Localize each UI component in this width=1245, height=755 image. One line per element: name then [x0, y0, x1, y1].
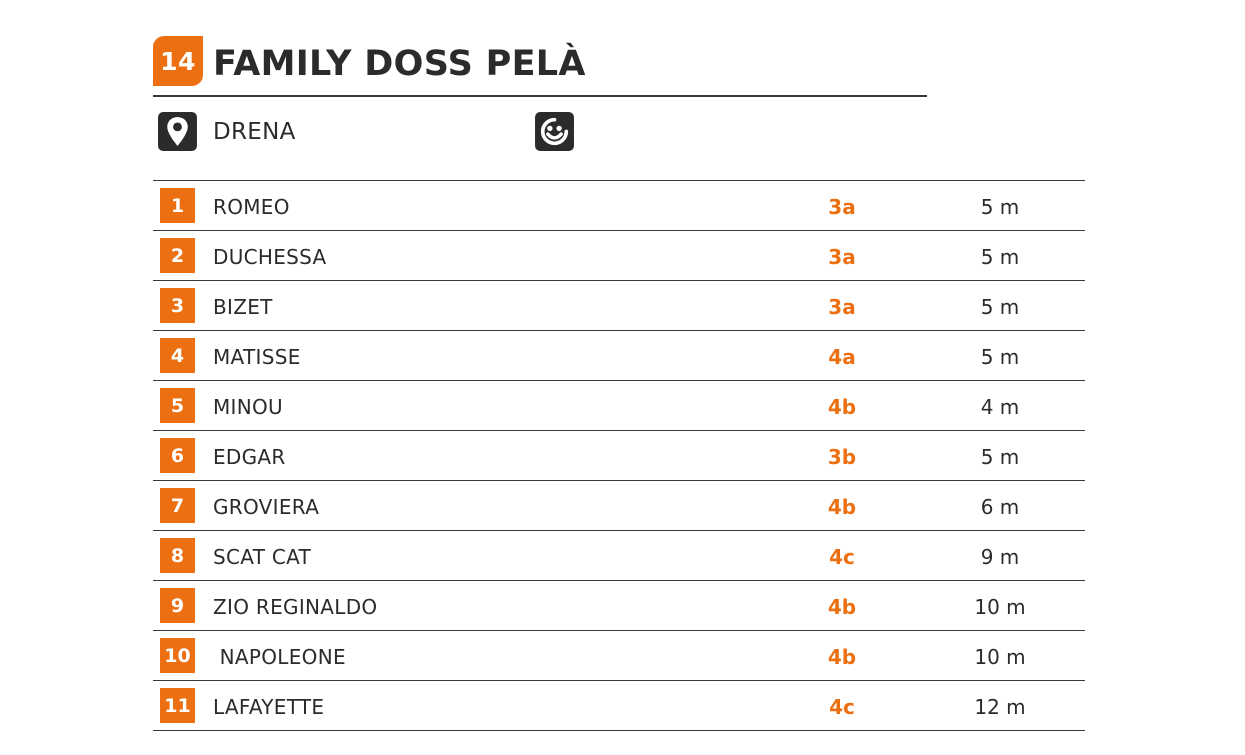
- location-label: DRENA: [213, 119, 296, 145]
- route-row: 3 BIZET 3a 5 m: [153, 281, 1085, 331]
- route-length: 5 m: [980, 345, 1020, 369]
- route-number-badge: 9: [160, 588, 195, 623]
- route-number-badge: 7: [160, 488, 195, 523]
- route-name: MINOU: [213, 395, 283, 419]
- route-length: 5 m: [980, 245, 1020, 269]
- title-divider: [153, 95, 927, 97]
- route-name: ZIO REGINALDO: [213, 595, 378, 619]
- route-name: GROVIERA: [213, 495, 320, 519]
- route-row: 10 NAPOLEONE 4b 10 m: [153, 631, 1085, 681]
- route-row: 8 SCAT CAT 4c 9 m: [153, 531, 1085, 581]
- sector-title: FAMILY DOSS PELÀ: [213, 44, 586, 84]
- route-grade: 4a: [828, 345, 856, 369]
- route-number-badge: 5: [160, 388, 195, 423]
- route-length: 12 m: [974, 695, 1026, 719]
- route-grade: 4c: [829, 695, 855, 719]
- route-number-badge: 4: [160, 338, 195, 373]
- route-row: 4 MATISSE 4a 5 m: [153, 331, 1085, 381]
- route-name: BIZET: [213, 295, 273, 319]
- route-row: 9 ZIO REGINALDO 4b 10 m: [153, 581, 1085, 631]
- route-grade: 3a: [828, 195, 856, 219]
- route-length: 4 m: [980, 395, 1020, 419]
- route-row: 7 GROVIERA 4b 6 m: [153, 481, 1085, 531]
- route-grade: 4b: [827, 595, 857, 619]
- route-number-badge: 1: [160, 188, 195, 223]
- route-name: SCAT CAT: [213, 545, 312, 569]
- route-number-badge: 6: [160, 438, 195, 473]
- route-number-badge: 3: [160, 288, 195, 323]
- route-grade: 4b: [827, 495, 857, 519]
- sector-number-badge: 14: [153, 36, 203, 86]
- route-number-badge: 10: [160, 638, 195, 673]
- route-name: MATISSE: [213, 345, 301, 369]
- route-name: LAFAYETTE: [213, 695, 325, 719]
- route-number-badge: 11: [160, 688, 195, 723]
- route-length: 9 m: [980, 545, 1020, 569]
- route-row: 11 LAFAYETTE 4c 12 m: [153, 681, 1085, 731]
- route-grade: 4b: [827, 395, 857, 419]
- smiley-face-icon: [535, 112, 574, 151]
- route-name: ROMEO: [213, 195, 290, 219]
- route-length: 5 m: [980, 445, 1020, 469]
- route-row: 1 ROMEO 3a 5 m: [153, 181, 1085, 231]
- route-name: NAPOLEONE: [213, 645, 346, 669]
- route-grade: 3a: [828, 245, 856, 269]
- route-length: 5 m: [980, 295, 1020, 319]
- route-row: 6 EDGAR 3b 5 m: [153, 431, 1085, 481]
- map-pin-icon: [158, 112, 197, 151]
- route-row: 5 MINOU 4b 4 m: [153, 381, 1085, 431]
- route-name: EDGAR: [213, 445, 286, 469]
- route-name: DUCHESSA: [213, 245, 327, 269]
- route-length: 10 m: [974, 645, 1026, 669]
- route-number-badge: 8: [160, 538, 195, 573]
- route-grade: 3a: [828, 295, 856, 319]
- route-grade: 3b: [827, 445, 857, 469]
- route-length: 6 m: [980, 495, 1020, 519]
- route-row: 2 DUCHESSA 3a 5 m: [153, 231, 1085, 281]
- route-length: 10 m: [974, 595, 1026, 619]
- route-number-badge: 2: [160, 238, 195, 273]
- route-grade: 4b: [827, 645, 857, 669]
- routes-table: 1 ROMEO 3a 5 m 2 DUCHESSA 3a 5 m 3 BIZET…: [153, 180, 1085, 731]
- route-length: 5 m: [980, 195, 1020, 219]
- route-grade: 4c: [829, 545, 855, 569]
